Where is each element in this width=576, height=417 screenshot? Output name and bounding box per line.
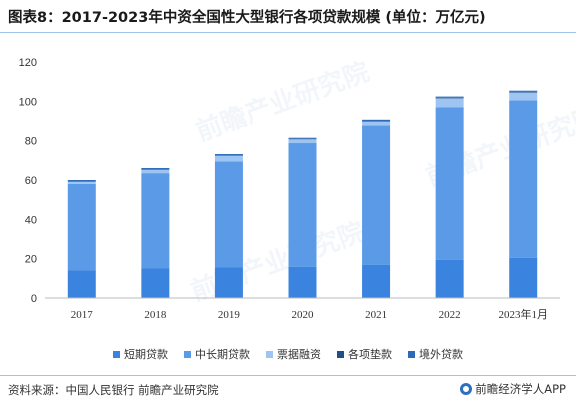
y-axis: 0 20 40 60 80 100 120 <box>19 57 37 305</box>
y-tick-label: 100 <box>19 96 37 108</box>
bar-segment <box>362 121 391 122</box>
legend: 短期贷款 中长期贷款 票据融资 各项垫款 境外贷款 <box>0 346 576 362</box>
bar-segment <box>435 259 464 298</box>
legend-item: 各项垫款 <box>337 346 392 362</box>
legend-item: 中长期贷款 <box>184 346 250 362</box>
legend-swatch <box>337 350 344 358</box>
svg-text:前瞻产业研究院: 前瞻产业研究院 <box>192 56 374 147</box>
brand-logo-icon <box>460 383 473 395</box>
footer-divider <box>0 375 576 376</box>
bar-segment <box>141 173 170 269</box>
brand-label: 前瞻经济学人APP <box>475 382 566 396</box>
x-tick-label: 2017 <box>71 309 94 321</box>
legend-label: 短期贷款 <box>124 348 168 361</box>
bar-segment <box>141 268 170 298</box>
bar-segment <box>214 267 243 298</box>
bar-segment <box>509 92 538 101</box>
bar-segment <box>288 139 317 144</box>
x-tick-label: 2019 <box>218 309 241 321</box>
x-tick-label: 2021 <box>365 309 387 321</box>
y-tick-label: 80 <box>25 136 37 148</box>
bar-segment <box>435 96 464 98</box>
bar-segment <box>67 183 96 271</box>
legend-item: 短期贷款 <box>113 346 168 362</box>
y-tick-label: 60 <box>25 175 37 187</box>
x-tick-label: 2020 <box>292 309 315 321</box>
bar-segment <box>362 125 391 265</box>
bars <box>67 90 538 298</box>
legend-label: 境外贷款 <box>419 348 463 361</box>
y-tick-label: 120 <box>19 57 37 69</box>
bar-segment <box>509 100 538 258</box>
bar-segment <box>141 168 170 170</box>
stacked-bar-chart: 前瞻产业研究院 前瞻产业研究院 前瞻产业研究院 020406080100120 … <box>19 56 576 321</box>
bar-segment <box>214 161 243 268</box>
bar-segment <box>288 137 317 139</box>
legend-item: 境外贷款 <box>408 346 463 362</box>
bar-segment <box>362 119 391 121</box>
bar-segment <box>141 168 170 169</box>
bar-segment <box>67 181 96 184</box>
bar-segment <box>435 107 464 260</box>
legend-label: 票据融资 <box>277 348 321 361</box>
legend-swatch <box>266 350 273 358</box>
y-tick-label: 0 <box>31 293 37 305</box>
legend-item: 票据融资 <box>266 346 321 362</box>
source-note: 资料来源：中国人民银行 前瞻产业研究院 <box>8 383 219 397</box>
bar-segment <box>214 155 243 156</box>
bar-segment <box>509 91 538 93</box>
legend-label: 中长期贷款 <box>195 348 250 361</box>
legend-label: 各项垫款 <box>348 348 392 361</box>
bar-segment <box>362 121 391 126</box>
bar-segment <box>435 97 464 99</box>
x-tick-label: 2022 <box>439 309 461 321</box>
y-tick-label: 40 <box>25 214 37 226</box>
bar-segment <box>362 264 391 298</box>
bar-segment <box>288 143 317 267</box>
bar-segment <box>67 270 96 298</box>
bar-segment <box>214 155 243 162</box>
bar-segment <box>288 266 317 298</box>
bar-segment <box>509 257 538 298</box>
legend-swatch <box>113 350 120 358</box>
x-tick-label: 2023年1月 <box>498 307 548 321</box>
legend-swatch <box>408 350 415 358</box>
x-axis: 2017 2018 2019 2020 2021 2022 2023年1月 <box>45 297 560 321</box>
title-divider <box>0 32 576 33</box>
brand: 前瞻经济学人APP <box>460 381 566 397</box>
y-tick-label: 20 <box>25 254 37 266</box>
bar-segment <box>214 154 243 156</box>
bar-segment <box>435 98 464 108</box>
chart-title: 图表8：2017-2023年中资全国性大型银行各项贷款规模 (单位：万亿元) <box>8 10 486 26</box>
bar-segment <box>67 180 96 182</box>
bar-segment <box>509 90 538 92</box>
svg-text:前瞻产业研究院: 前瞻产业研究院 <box>187 216 369 307</box>
bar-segment <box>67 180 96 181</box>
bar-segment <box>288 138 317 140</box>
x-tick-label: 2018 <box>144 309 167 321</box>
legend-swatch <box>184 350 191 358</box>
bar-segment <box>141 169 170 174</box>
